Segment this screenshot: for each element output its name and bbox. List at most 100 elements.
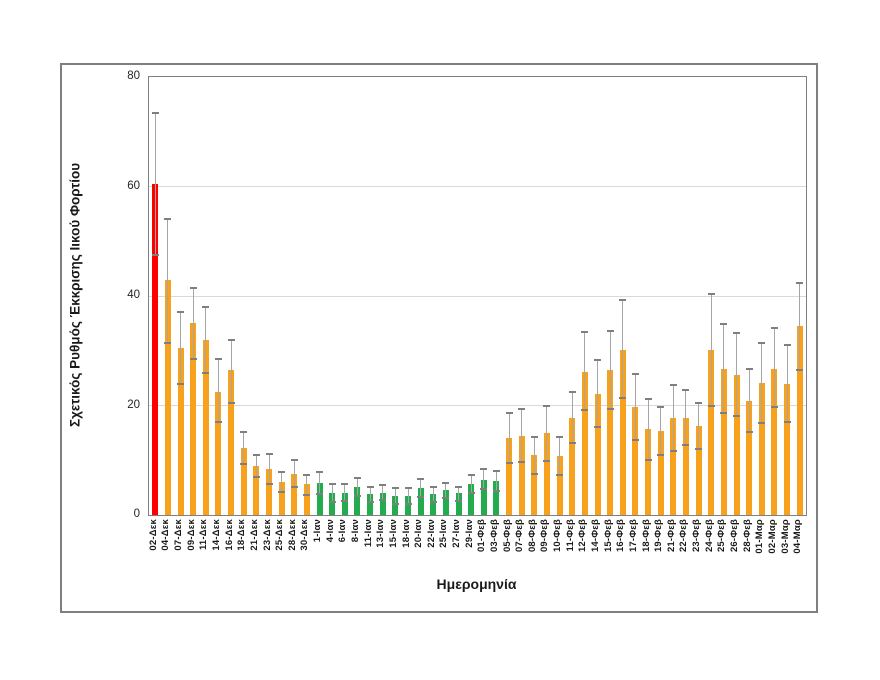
bar xyxy=(215,391,222,515)
error-bar-cap xyxy=(164,341,172,344)
error-bar-cap xyxy=(442,482,450,485)
error-bar-line xyxy=(407,487,409,505)
y-tick-label: 80 xyxy=(127,70,140,82)
x-tick-label: 04-Δεκ xyxy=(160,519,172,551)
error-bar-cap xyxy=(644,459,652,462)
x-tick-label: 03-Φεβ xyxy=(488,519,500,553)
error-bar-cap xyxy=(770,326,778,329)
bar xyxy=(228,369,235,515)
error-bar-cap xyxy=(720,323,728,326)
x-tick-label: 16-Φεβ xyxy=(615,519,627,553)
error-bar-line xyxy=(230,339,232,403)
x-tick-label: 25-Ιαν xyxy=(438,519,450,548)
bar xyxy=(543,432,550,515)
x-tick-label: 28-Φεβ xyxy=(741,519,753,553)
y-tick-label: 20 xyxy=(127,398,140,411)
error-bar-cap xyxy=(290,459,298,462)
error-bar-cap xyxy=(214,357,222,360)
error-bar-cap xyxy=(177,311,185,314)
error-bar-line xyxy=(483,469,485,490)
error-bar-line xyxy=(736,332,737,417)
x-tick-label: 01-Φεβ xyxy=(476,519,488,553)
bar xyxy=(291,473,298,515)
x-tick-label: 14-Δεκ xyxy=(210,519,222,551)
error-bar-cap xyxy=(455,485,463,488)
error-bar-cap xyxy=(770,406,778,409)
error-bar-line xyxy=(748,368,750,433)
bar xyxy=(164,279,171,515)
error-bar-cap xyxy=(303,473,311,476)
error-bar-cap xyxy=(606,408,614,411)
error-bar-line xyxy=(698,403,700,449)
y-tick-label: 0 xyxy=(133,508,140,520)
error-bar-cap xyxy=(316,492,324,495)
error-bar-cap xyxy=(227,401,235,404)
error-bar-cap xyxy=(783,421,791,424)
bar xyxy=(354,487,361,515)
error-bar-cap xyxy=(328,483,336,486)
bar xyxy=(341,492,348,515)
error-bar-line xyxy=(331,484,333,502)
bar xyxy=(455,493,462,515)
error-bar-line xyxy=(559,436,561,476)
bar xyxy=(329,493,336,515)
x-tick-label: 15-Φεβ xyxy=(602,519,614,553)
bar xyxy=(682,418,689,515)
x-tick-label: 11-Δεκ xyxy=(198,519,210,551)
bar xyxy=(190,323,197,515)
bar xyxy=(645,429,652,515)
error-bar-line xyxy=(243,431,245,465)
error-bar-cap xyxy=(619,298,627,301)
error-bar-line xyxy=(685,389,687,446)
bar xyxy=(619,349,626,515)
error-bar-cap xyxy=(151,111,159,114)
bar xyxy=(784,383,791,515)
x-tick-label: 14-Φεβ xyxy=(590,519,602,553)
error-bar-cap xyxy=(252,453,260,456)
error-bar-line xyxy=(533,437,535,474)
error-bar-line xyxy=(255,454,257,477)
error-bar-cap xyxy=(631,439,639,441)
error-bar-cap xyxy=(442,497,450,500)
error-bar-cap xyxy=(530,472,538,475)
error-bar-cap xyxy=(328,500,336,503)
error-bar-line xyxy=(217,358,219,422)
error-bar-cap xyxy=(151,253,159,256)
bar xyxy=(405,495,411,515)
error-bar-cap xyxy=(720,412,728,415)
error-bar-cap xyxy=(796,281,804,284)
error-bar-cap xyxy=(177,382,185,385)
error-bar-cap xyxy=(695,402,703,405)
bar xyxy=(253,465,260,515)
x-tick-label: 19-Φεβ xyxy=(653,519,665,553)
bar xyxy=(758,383,765,515)
error-bar-cap xyxy=(164,218,172,221)
error-bar-cap xyxy=(556,474,564,477)
error-bar-cap xyxy=(278,471,286,474)
error-bar-line xyxy=(495,471,497,491)
error-bar-line xyxy=(205,306,207,373)
error-bar-cap xyxy=(404,503,412,506)
x-tick-label: 26-Φεβ xyxy=(729,519,740,553)
error-bar-cap xyxy=(227,338,235,341)
error-bar-line xyxy=(470,474,472,493)
error-bar-line xyxy=(382,484,384,501)
error-bar-line xyxy=(786,344,788,423)
error-bar-cap xyxy=(214,420,222,423)
error-bar-cap xyxy=(682,444,690,447)
error-bar-cap xyxy=(303,493,311,496)
bar xyxy=(518,435,525,515)
bar xyxy=(493,481,500,515)
error-bar-cap xyxy=(290,485,298,488)
gridline xyxy=(149,405,806,406)
error-bar-line xyxy=(634,373,636,440)
x-tick-label: 08-Φεβ xyxy=(526,519,538,553)
error-bar-cap xyxy=(353,494,361,497)
x-tick-label: 01-Μαρ xyxy=(754,519,766,554)
error-bar-cap xyxy=(505,462,513,464)
error-bar-cap xyxy=(429,485,437,488)
bar xyxy=(202,339,209,515)
error-bar-cap xyxy=(657,453,665,456)
error-bar-cap xyxy=(543,460,551,463)
error-bar-cap xyxy=(733,415,740,418)
